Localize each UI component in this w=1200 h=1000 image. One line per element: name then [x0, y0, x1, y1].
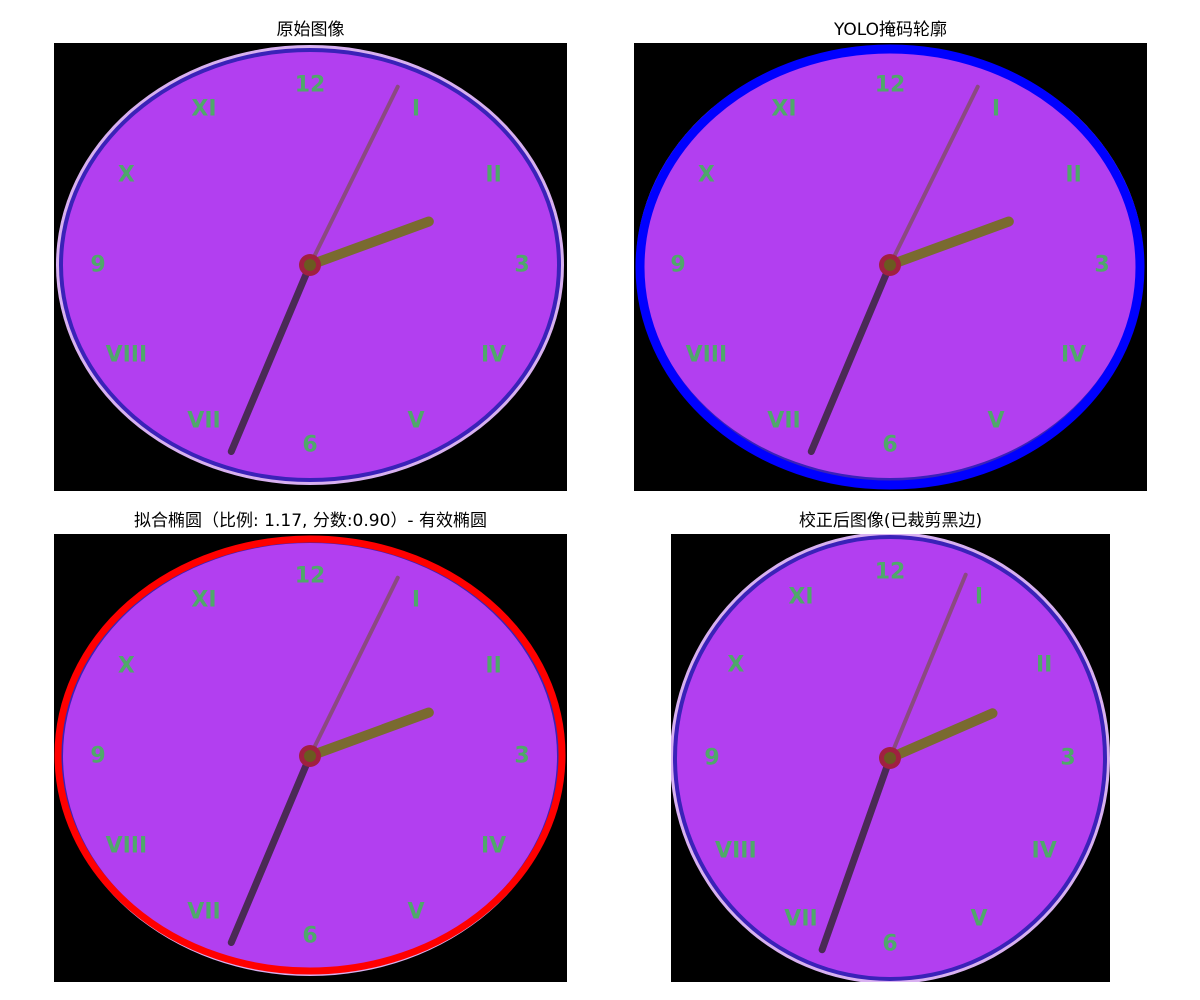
clock-numeral: VIII [106, 343, 148, 368]
clock-numeral: 12 [295, 564, 326, 589]
clock-numeral: XI [788, 584, 813, 609]
clock-numeral: 3 [1094, 253, 1109, 278]
clock-numeral: II [485, 654, 501, 679]
hour-hand [885, 708, 998, 763]
clock-numeral: I [412, 588, 420, 613]
clock-numeral: IV [1061, 343, 1086, 368]
clock-numeral: I [412, 97, 420, 122]
clock-numeral: VII [187, 408, 220, 433]
clock-numeral: II [1036, 653, 1052, 678]
panel-fitted-ellipse: 12 I II 3 IV V 6 VII VIII 9 X XI [54, 534, 567, 982]
minute-hand [227, 752, 314, 947]
clock-center-cap [884, 259, 896, 271]
second-hand [308, 575, 400, 758]
mask-contour [635, 44, 1145, 490]
clock-numeral: XI [191, 588, 216, 613]
second-hand [888, 572, 968, 760]
clock-numeral: VIII [106, 834, 148, 859]
panel-title-corrected: 校正后图像(已裁剪黑边) [798, 511, 983, 531]
panel-title-yolo-mask: YOLO掩码轮廓 [833, 20, 948, 40]
clock-numeral: X [727, 653, 744, 678]
minute-hand [818, 754, 894, 954]
hour-hand [885, 216, 1014, 270]
clock-numeral: 6 [302, 924, 317, 949]
clock-numeral: VII [767, 408, 800, 433]
second-hand [308, 84, 400, 267]
clock-numeral: 9 [670, 253, 685, 278]
clock-numeral: X [698, 163, 715, 188]
clock-numeral: V [407, 408, 424, 433]
clock-numeral: 3 [1060, 746, 1075, 771]
panel-title-fitted-ellipse: 拟合椭圆（比例: 1.17, 分数:0.90）- 有效椭圆 [134, 511, 487, 531]
clock-numeral: XI [191, 97, 216, 122]
clock-numeral: IV [481, 343, 506, 368]
clock-numeral: II [485, 163, 501, 188]
panel-title-original: 原始图像 [276, 20, 345, 40]
clock-numeral: VIII [715, 839, 757, 864]
clock-numeral: V [987, 408, 1004, 433]
clock-numeral: 12 [295, 73, 326, 98]
panel-yolo-mask: 12 I II 3 IV V 6 VII VIII 9 X XI [634, 43, 1147, 491]
clock-numeral: VII [784, 907, 817, 932]
clock-numeral: 9 [90, 253, 105, 278]
clock-numeral: 9 [90, 744, 105, 769]
clock-numeral: XI [771, 97, 796, 122]
clock-numeral: 12 [875, 73, 906, 98]
clock-numeral: 12 [875, 560, 906, 585]
clock-numeral: X [118, 654, 135, 679]
clock-numeral: 6 [302, 433, 317, 458]
clock-center-cap [304, 259, 316, 271]
clock-numeral: X [118, 163, 135, 188]
clock-numeral: V [407, 899, 424, 924]
minute-hand [227, 261, 314, 456]
clock-numeral: V [970, 907, 987, 932]
panel-corrected-image: 12 I II 3 IV V 6 VII VIII 9 X XI [671, 534, 1110, 982]
second-hand [888, 84, 980, 267]
clock-numeral: IV [481, 834, 506, 859]
clock-numeral: I [975, 584, 983, 609]
clock-numeral: 9 [704, 746, 719, 771]
clock-numeral: 6 [882, 433, 897, 458]
hour-hand [305, 707, 434, 761]
minute-hand [807, 261, 894, 456]
clock-center-cap [304, 750, 316, 762]
clock-numeral: VIII [686, 343, 728, 368]
fitted-ellipse [54, 535, 566, 975]
clock-center-cap [884, 752, 896, 764]
clock-numeral: 6 [882, 932, 897, 957]
clock-numeral: VII [187, 899, 220, 924]
clock-numeral: IV [1032, 839, 1057, 864]
clock-numeral: 3 [514, 253, 529, 278]
clock-numeral: II [1065, 163, 1081, 188]
hour-hand [305, 216, 434, 270]
clock-numeral: I [992, 97, 1000, 122]
panel-original-image: 12 I II 3 IV V 6 VII VIII 9 X XI [54, 43, 567, 491]
clock-numeral: 3 [514, 744, 529, 769]
